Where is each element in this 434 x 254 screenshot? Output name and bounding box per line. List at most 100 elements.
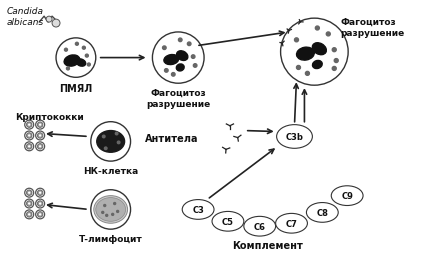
Circle shape (117, 211, 118, 213)
Text: Комплемент: Комплемент (232, 240, 303, 250)
Circle shape (281, 19, 348, 86)
Circle shape (326, 33, 330, 37)
Text: НК-клетка: НК-клетка (83, 166, 138, 175)
Circle shape (332, 49, 336, 53)
Ellipse shape (276, 214, 307, 233)
Circle shape (39, 135, 41, 137)
Circle shape (332, 67, 336, 71)
Ellipse shape (94, 196, 128, 223)
Circle shape (25, 199, 34, 208)
Circle shape (112, 214, 114, 215)
Circle shape (37, 201, 43, 207)
Circle shape (82, 47, 85, 50)
Circle shape (296, 66, 300, 70)
Ellipse shape (306, 203, 338, 223)
Circle shape (25, 142, 34, 151)
Circle shape (25, 210, 34, 219)
Text: C7: C7 (286, 219, 297, 228)
Circle shape (316, 27, 319, 31)
Ellipse shape (164, 55, 179, 65)
Circle shape (26, 122, 32, 128)
Circle shape (25, 132, 34, 140)
Ellipse shape (312, 43, 326, 55)
Circle shape (28, 202, 30, 205)
Text: Candida
albicans: Candida albicans (7, 7, 43, 27)
Circle shape (36, 199, 45, 208)
Text: C5: C5 (222, 217, 234, 226)
Ellipse shape (212, 212, 244, 231)
Circle shape (37, 122, 43, 128)
Circle shape (26, 212, 32, 217)
Circle shape (36, 210, 45, 219)
Circle shape (171, 73, 175, 77)
Text: ПМЯЛ: ПМЯЛ (59, 84, 92, 94)
Text: Фагоцитоз
разрушение: Фагоцитоз разрушение (340, 18, 404, 37)
Text: C8: C8 (316, 208, 328, 217)
Circle shape (85, 55, 89, 58)
Ellipse shape (296, 48, 314, 61)
Circle shape (152, 33, 204, 84)
Circle shape (26, 133, 32, 139)
Circle shape (37, 190, 43, 196)
Ellipse shape (76, 60, 85, 67)
Circle shape (28, 213, 30, 216)
Text: C3: C3 (192, 205, 204, 214)
Ellipse shape (182, 200, 214, 219)
Circle shape (25, 121, 34, 130)
Circle shape (106, 215, 108, 216)
Circle shape (102, 212, 104, 214)
Circle shape (39, 192, 41, 194)
Circle shape (306, 72, 309, 76)
Circle shape (39, 146, 41, 148)
Circle shape (28, 192, 30, 194)
Circle shape (39, 213, 41, 216)
Circle shape (163, 47, 166, 50)
Ellipse shape (331, 186, 363, 206)
Circle shape (115, 133, 118, 135)
Circle shape (39, 202, 41, 205)
Text: C6: C6 (254, 222, 266, 231)
Circle shape (65, 49, 67, 52)
Circle shape (178, 39, 182, 42)
Circle shape (28, 146, 30, 148)
Circle shape (164, 69, 168, 73)
Circle shape (46, 17, 52, 23)
Circle shape (91, 122, 131, 162)
Circle shape (28, 135, 30, 137)
Text: C3b: C3b (286, 132, 303, 141)
Circle shape (37, 144, 43, 150)
Circle shape (102, 136, 105, 138)
Ellipse shape (97, 131, 125, 153)
Circle shape (295, 39, 299, 43)
Circle shape (104, 205, 106, 207)
Circle shape (191, 56, 195, 59)
Ellipse shape (276, 125, 312, 149)
Circle shape (334, 59, 338, 63)
Circle shape (26, 144, 32, 150)
Text: Фагоцитоз
разрушение: Фагоцитоз разрушение (146, 89, 210, 108)
Circle shape (66, 68, 69, 71)
Text: Криптококки: Криптококки (15, 112, 83, 121)
Circle shape (26, 201, 32, 207)
Circle shape (25, 188, 34, 197)
Ellipse shape (176, 65, 184, 72)
Circle shape (117, 141, 120, 144)
Circle shape (26, 190, 32, 196)
Circle shape (36, 121, 45, 130)
Circle shape (37, 212, 43, 217)
Circle shape (37, 133, 43, 139)
Ellipse shape (177, 52, 188, 61)
Circle shape (28, 124, 30, 126)
Circle shape (76, 43, 79, 46)
Circle shape (56, 39, 96, 78)
Ellipse shape (244, 216, 276, 236)
Text: Т-лимфоцит: Т-лимфоцит (79, 234, 142, 243)
Circle shape (87, 64, 90, 67)
Ellipse shape (312, 61, 322, 69)
Circle shape (194, 65, 197, 68)
Circle shape (114, 203, 115, 205)
Circle shape (52, 20, 60, 28)
Circle shape (36, 188, 45, 197)
Circle shape (36, 132, 45, 140)
Circle shape (187, 43, 191, 46)
